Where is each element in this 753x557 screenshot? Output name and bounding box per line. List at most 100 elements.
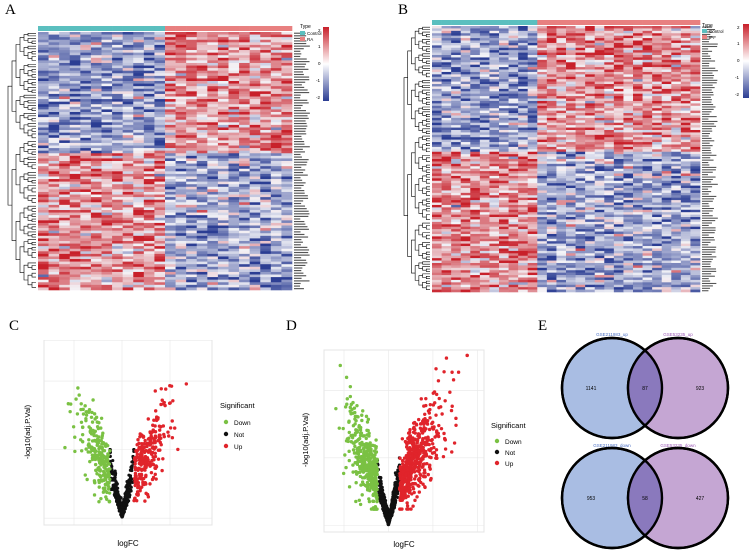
- heatA-cell: [90, 127, 102, 131]
- heatB-cell: [604, 69, 615, 73]
- heatB-cell: [546, 120, 557, 124]
- heatA-cell: [281, 50, 293, 53]
- heatB-cell: [441, 45, 452, 49]
- heatA-cell: [122, 62, 134, 66]
- heatB-cell: [508, 40, 519, 44]
- heatA-cell: [217, 158, 229, 162]
- heatA-cell: [217, 42, 229, 46]
- heatA-cell: [133, 96, 145, 100]
- heatA-cell: [249, 155, 261, 159]
- heatB-cell: [613, 163, 624, 167]
- heatA-group-bar-cell: [48, 26, 60, 31]
- heatA-cell: [48, 197, 60, 200]
- heatA-cell: [112, 284, 123, 288]
- heatA-cell: [90, 47, 102, 51]
- heatB-cell: [585, 42, 596, 46]
- heatB-cell: [575, 100, 586, 104]
- heatA-cell: [48, 99, 60, 102]
- heatB-cell: [633, 113, 643, 116]
- heatA-cell: [59, 259, 71, 262]
- heatA-cell: [260, 240, 272, 244]
- heatA-cell: [101, 166, 113, 170]
- heatA-cell: [48, 44, 60, 48]
- heatB-cell: [652, 166, 663, 169]
- heatB-cell: [661, 163, 672, 167]
- heatB-cell: [508, 146, 519, 150]
- heatB-cell: [537, 98, 548, 102]
- heatB-cell: [642, 137, 653, 140]
- heatA-cell: [90, 52, 102, 56]
- heatB-cell: [499, 76, 509, 80]
- heatB-cell: [633, 74, 643, 78]
- heatA-gene-label: [294, 125, 308, 127]
- heatA-cell: [186, 279, 198, 283]
- heatA-cell: [281, 243, 293, 247]
- heatB-cell: [460, 180, 471, 184]
- heatB-cell: [518, 74, 529, 78]
- heatA-cell: [260, 220, 272, 224]
- heatB-cell: [671, 120, 682, 124]
- heatA-cell: [69, 259, 81, 262]
- heatB-cell: [680, 185, 691, 189]
- heatA-cell: [48, 235, 60, 239]
- heatB-dendrogram-branch: [425, 123, 430, 127]
- heatA-cell: [90, 50, 102, 53]
- heatB-cell: [556, 76, 567, 80]
- heatB-dendrogram-branch: [418, 66, 423, 74]
- heatB-cell: [566, 202, 576, 206]
- heatB-cell: [508, 163, 519, 167]
- heatA-cell: [196, 150, 208, 154]
- heatA-cell: [239, 50, 250, 53]
- heatB-cell: [479, 122, 490, 126]
- heatB-cell: [575, 42, 586, 46]
- heatA-cell: [239, 135, 250, 139]
- heatA-cell: [175, 253, 187, 257]
- heatA-cell: [270, 181, 282, 185]
- heatB-cell: [508, 55, 519, 58]
- heatB-cell: [441, 156, 452, 160]
- heatB-cell: [518, 149, 529, 153]
- heatA-cell: [143, 158, 155, 162]
- heatA-cell: [207, 32, 219, 35]
- heatA-cell: [101, 220, 113, 224]
- heatA-cell: [196, 83, 208, 87]
- heatA-dendrogram-branch: [19, 246, 24, 273]
- heatA-cell: [101, 181, 113, 185]
- heatB-cell: [432, 209, 442, 213]
- heatB-cell: [470, 91, 481, 95]
- heatA-cell: [249, 186, 261, 190]
- heatA-cell: [228, 34, 240, 38]
- heatB-cell: [642, 214, 653, 218]
- heatA-cell: [48, 176, 60, 180]
- heatB-cell: [633, 108, 643, 111]
- heatA-cell: [69, 44, 81, 48]
- heatA-cell: [101, 75, 113, 79]
- heatA-cell: [80, 62, 92, 66]
- heatA-cell: [101, 55, 113, 59]
- heatA-cell: [228, 246, 240, 250]
- heatA-cell: [270, 88, 282, 92]
- heatA-cell: [69, 153, 81, 157]
- heatB-cell: [508, 129, 519, 133]
- heatA-cell: [154, 179, 166, 182]
- heatB-cell: [690, 178, 701, 182]
- heatA-cell: [249, 261, 261, 265]
- heatB-cell: [489, 100, 500, 104]
- heatA-cell: [281, 274, 293, 278]
- heatA-cell: [228, 68, 240, 71]
- heatA-cell: [186, 264, 198, 268]
- heatB-cell: [499, 115, 509, 119]
- heatA-cell: [249, 142, 261, 146]
- heatB-cell: [642, 120, 653, 124]
- heatB-cell: [479, 149, 490, 153]
- heatB-cell: [460, 74, 471, 78]
- heatB-cell: [652, 171, 663, 174]
- heatB-cell: [441, 129, 452, 133]
- heatA-cell: [143, 202, 155, 206]
- heatA-cell: [165, 243, 176, 247]
- heatB-cell: [546, 67, 557, 70]
- heatA-cell: [175, 163, 187, 167]
- heatB-dendrogram-branch: [422, 106, 430, 110]
- heatB-cell: [623, 180, 634, 184]
- heatA-cell: [101, 111, 113, 115]
